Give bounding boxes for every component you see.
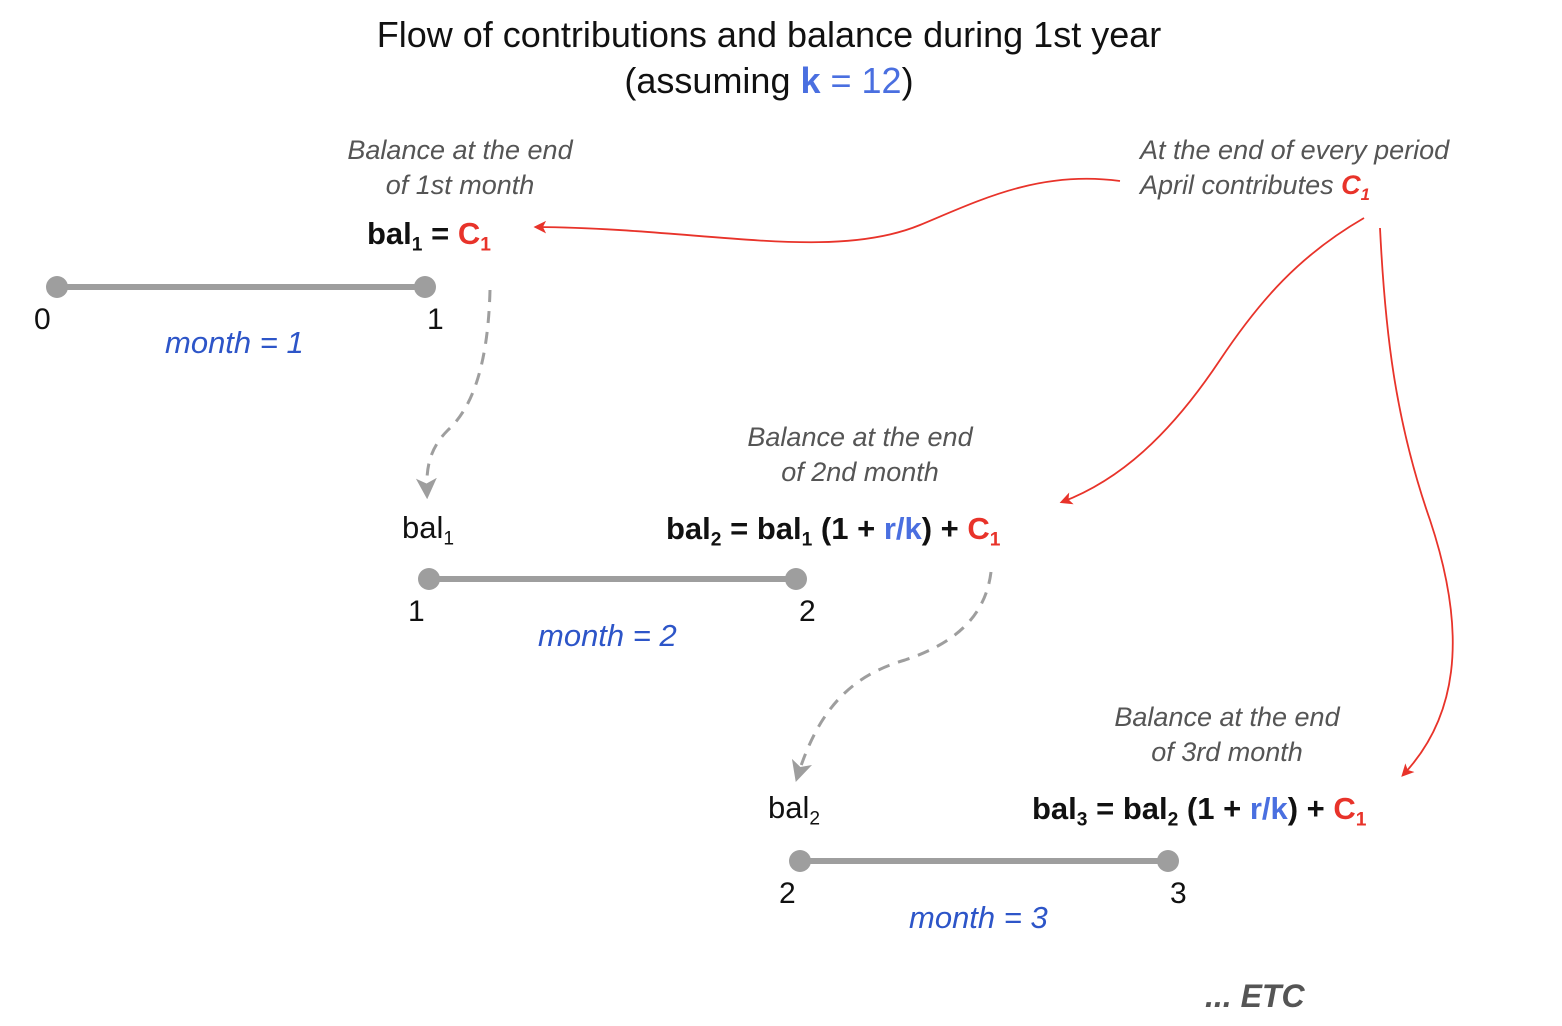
period-3-formula: bal3 = bal2 (1 + r/k) + C1 — [1032, 791, 1367, 831]
tick-label: 1 — [427, 303, 444, 336]
k-symbol: k — [800, 60, 821, 101]
period-3-note: Balance at the end of 3rd month — [1114, 702, 1340, 767]
month-label: month = 1 — [165, 325, 304, 360]
tick-label: 1 — [408, 595, 425, 628]
contribution-arrow-1 — [533, 177, 1121, 244]
contribution-arrow-2 — [1059, 217, 1365, 505]
k-value: = 12 — [820, 60, 902, 101]
tick-label: 0 — [34, 303, 51, 336]
tick-label: 2 — [779, 877, 796, 910]
carry-arrow-1-to-2 — [415, 289, 492, 500]
contribution-symbol: C1 — [1341, 170, 1370, 204]
timeline-month-2 — [418, 568, 807, 590]
title-line-1: Flow of contributions and balance during… — [376, 14, 1162, 55]
period-2-formula: bal2 = bal1 (1 + r/k) + C1 — [666, 511, 1001, 551]
period-1-formula: bal1 = C1 — [367, 216, 491, 256]
contribution-arrow-3 — [1379, 227, 1454, 777]
carry-balance-label: bal1 — [402, 510, 455, 550]
period-1-note: Balance at the end of 1st month — [347, 135, 573, 200]
tick-label: 3 — [1170, 877, 1187, 910]
carry-balance-label: bal2 — [768, 790, 821, 830]
tick-label: 2 — [799, 595, 816, 628]
timeline-month-3 — [789, 850, 1179, 872]
timeline-month-1 — [46, 276, 436, 298]
month-label: month = 2 — [538, 618, 677, 653]
etc-label: ... ETC — [1205, 978, 1305, 1014]
title-line-2: (assuming k = 12) — [624, 60, 914, 101]
carry-arrow-2-to-3 — [791, 571, 993, 783]
diagram-title: Flow of contributions and balance during… — [377, 12, 1161, 104]
month-label: month = 3 — [909, 900, 1048, 935]
period-2-note: Balance at the end of 2nd month — [747, 422, 973, 487]
contribution-note: At the end of every period April contrib… — [1140, 135, 1450, 204]
